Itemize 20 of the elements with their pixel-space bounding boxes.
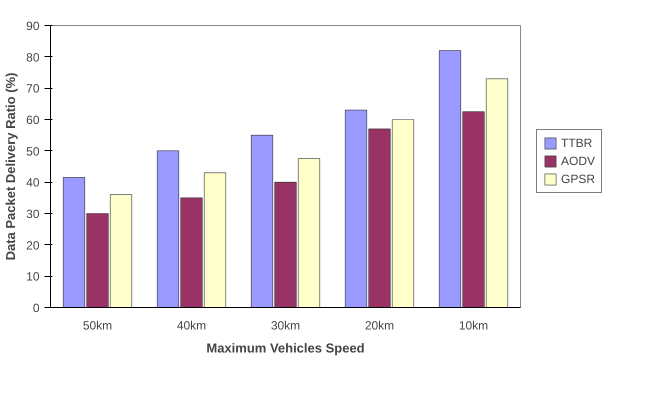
x-tick-label: 50km <box>82 318 112 332</box>
legend-label: GPSR <box>561 172 596 186</box>
y-axis-title: Data Packet Delivery Ratio (%) <box>3 72 18 260</box>
y-tick-label: 80 <box>26 50 40 64</box>
y-tick-label: 70 <box>26 82 40 96</box>
y-tick-label: 50 <box>26 144 40 158</box>
x-tick-label: 20km <box>364 318 394 332</box>
legend-label: TTBR <box>561 136 592 150</box>
x-tick-label: 30km <box>270 318 300 332</box>
y-tick-label: 40 <box>26 176 40 190</box>
y-tick-label: 90 <box>26 19 40 33</box>
x-tick-label: 10km <box>458 318 488 332</box>
x-tick-label: 40km <box>176 318 206 332</box>
y-tick-label: 10 <box>26 270 40 284</box>
y-tick-label: 60 <box>26 113 40 127</box>
legend-label: AODV <box>561 154 596 168</box>
y-tick-label: 0 <box>32 301 40 315</box>
y-tick-label: 20 <box>26 238 40 252</box>
x-axis-title: Maximum Vehicles Speed <box>206 340 365 356</box>
y-tick-label: 30 <box>26 207 40 221</box>
